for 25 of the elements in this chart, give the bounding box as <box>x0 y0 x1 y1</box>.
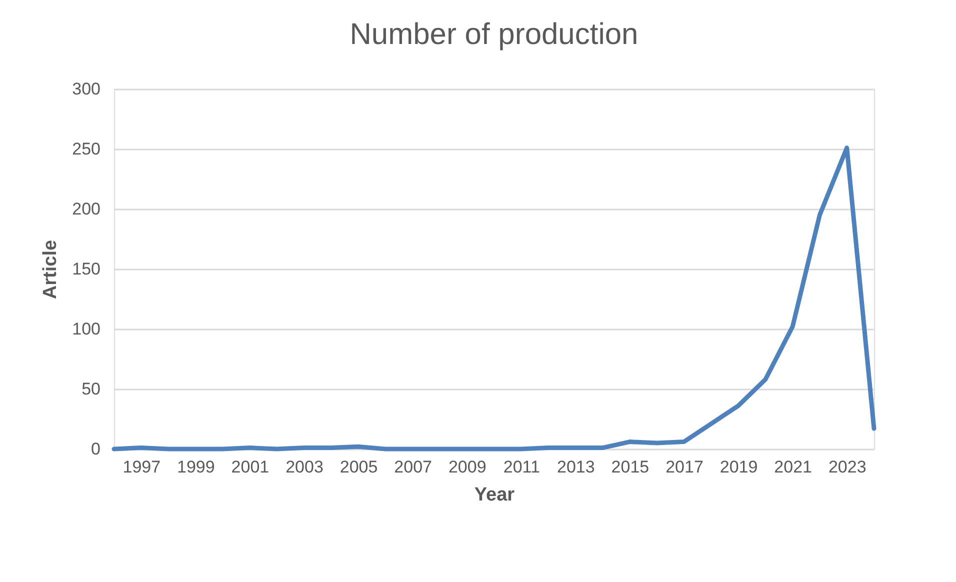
x-tick-label: 2007 <box>394 458 432 476</box>
x-tick-label: 2019 <box>720 458 758 476</box>
x-tick-label: 1999 <box>177 458 215 476</box>
x-tick-label: 2011 <box>503 458 540 476</box>
y-tick-label: 0 <box>91 440 100 458</box>
x-tick-label: 2013 <box>557 458 595 476</box>
y-tick-label: 300 <box>72 80 100 98</box>
x-tick-label: 2001 <box>231 458 270 476</box>
x-tick-label: 2015 <box>611 458 650 476</box>
x-tick-label: 2021 <box>774 458 812 476</box>
y-tick-label: 200 <box>72 200 100 218</box>
x-tick-label: 2005 <box>340 458 378 476</box>
y-tick-label: 250 <box>72 140 100 158</box>
line-series <box>112 146 876 452</box>
y-tick-label: 50 <box>82 380 100 398</box>
x-tick-label: 2023 <box>828 458 866 476</box>
x-tick-label: 2009 <box>448 458 486 476</box>
y-axis-title: Article <box>40 240 62 300</box>
y-tick-label: 150 <box>72 260 100 278</box>
x-tick-label: 2003 <box>286 458 324 476</box>
y-tick-label: 100 <box>72 320 100 338</box>
x-axis-title: Year <box>474 484 516 506</box>
chart-title: Number of production <box>350 18 638 51</box>
x-tick-label: 2017 <box>666 458 704 476</box>
x-tick-label: 1997 <box>122 458 161 476</box>
